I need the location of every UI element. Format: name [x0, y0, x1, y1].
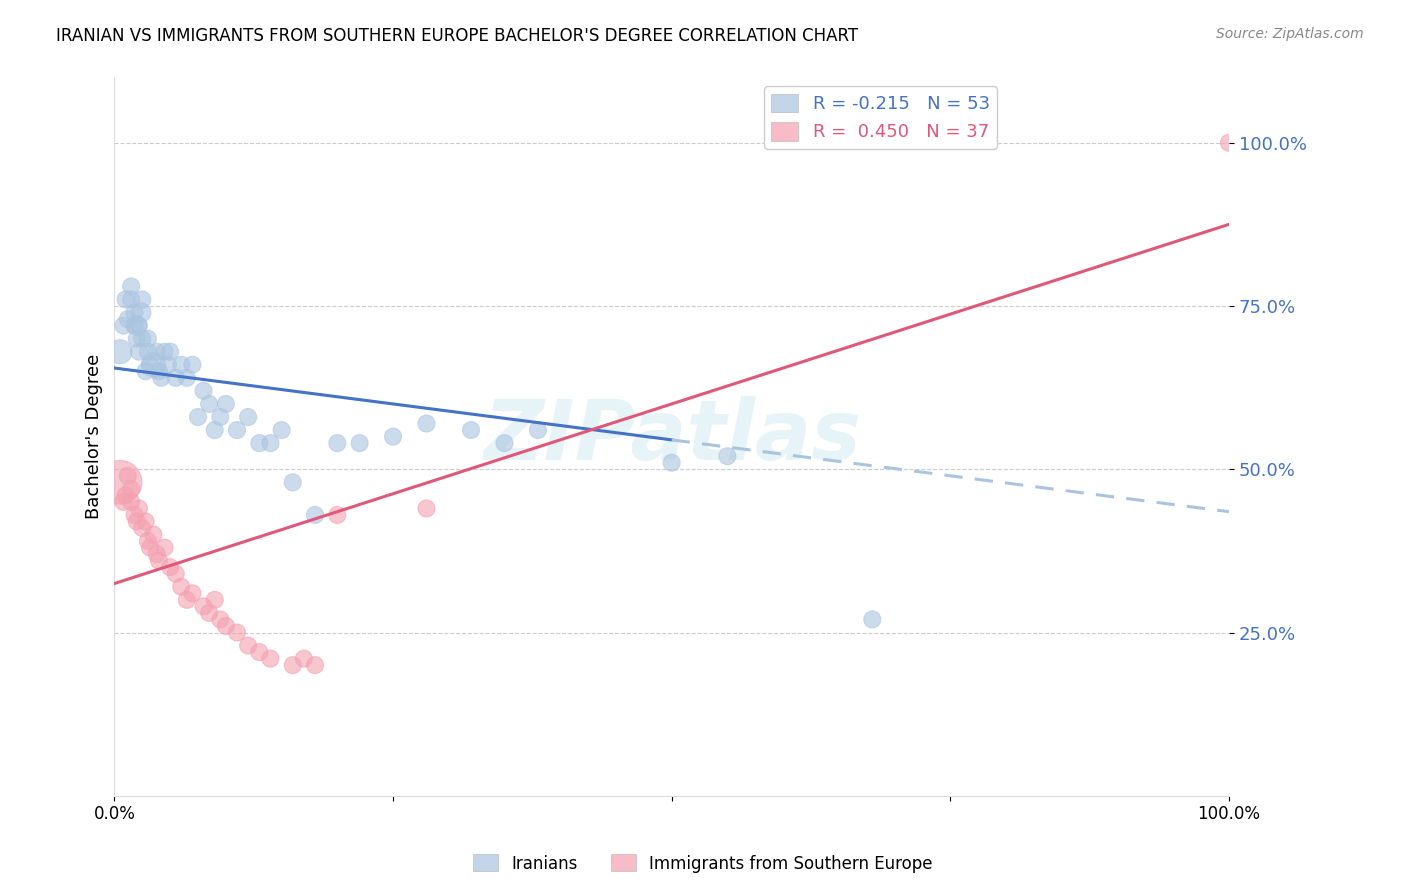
Point [131, 332, 153, 346]
Point [153, 541, 176, 555]
Point [292, 651, 315, 665]
Point [128, 501, 150, 516]
Point [304, 658, 326, 673]
Point [136, 534, 159, 549]
Point [159, 560, 181, 574]
Point [209, 612, 232, 626]
Point [136, 332, 159, 346]
Point [153, 344, 176, 359]
Point [142, 358, 165, 372]
Point [128, 344, 150, 359]
Point [494, 436, 516, 450]
Point [415, 417, 437, 431]
Point [114, 488, 136, 502]
Text: ZIPatlas: ZIPatlas [482, 396, 860, 477]
Point [716, 449, 738, 463]
Point [259, 651, 281, 665]
Point [142, 527, 165, 541]
Point [148, 364, 170, 378]
Point [181, 586, 204, 600]
Point [117, 468, 139, 483]
Point [193, 384, 215, 398]
Point [860, 612, 883, 626]
Point [145, 547, 167, 561]
Point [215, 619, 238, 633]
Point [176, 371, 198, 385]
Text: Source: ZipAtlas.com: Source: ZipAtlas.com [1216, 27, 1364, 41]
Point [159, 344, 181, 359]
Point [247, 645, 270, 659]
Point [270, 423, 292, 437]
Point [209, 409, 232, 424]
Point [236, 409, 259, 424]
Point [415, 501, 437, 516]
Legend: Iranians, Immigrants from Southern Europe: Iranians, Immigrants from Southern Europ… [467, 847, 939, 880]
Point [170, 358, 193, 372]
Point [125, 515, 148, 529]
Point [120, 482, 142, 496]
Point [165, 566, 187, 581]
Point [124, 318, 146, 333]
Point [661, 456, 683, 470]
Point [139, 358, 162, 372]
Point [108, 475, 131, 490]
Point [204, 423, 226, 437]
Point [187, 409, 209, 424]
Point [124, 305, 146, 319]
Point [304, 508, 326, 522]
Point [125, 318, 148, 333]
Point [247, 436, 270, 450]
Point [193, 599, 215, 614]
Point [131, 293, 153, 307]
Point [120, 279, 142, 293]
Y-axis label: Bachelor's Degree: Bachelor's Degree [86, 354, 103, 519]
Point [129, 305, 152, 319]
Point [112, 318, 135, 333]
Point [120, 495, 142, 509]
Point [215, 397, 238, 411]
Point [145, 344, 167, 359]
Point [170, 580, 193, 594]
Point [114, 293, 136, 307]
Point [281, 475, 304, 490]
Text: IRANIAN VS IMMIGRANTS FROM SOUTHERN EUROPE BACHELOR'S DEGREE CORRELATION CHART: IRANIAN VS IMMIGRANTS FROM SOUTHERN EURO… [56, 27, 859, 45]
Point [527, 423, 550, 437]
Point [460, 423, 482, 437]
Point [181, 358, 204, 372]
Point [136, 344, 159, 359]
Point [382, 429, 405, 443]
Point [125, 332, 148, 346]
Point [198, 397, 221, 411]
Point [139, 541, 162, 555]
Point [165, 371, 187, 385]
Point [226, 423, 249, 437]
Point [326, 436, 349, 450]
Point [281, 658, 304, 673]
Point [236, 639, 259, 653]
Point [176, 592, 198, 607]
Point [131, 521, 153, 535]
Point [326, 508, 349, 522]
Point [128, 318, 150, 333]
Point [198, 606, 221, 620]
Point [135, 364, 157, 378]
Point [1218, 136, 1240, 150]
Point [120, 293, 142, 307]
Point [259, 436, 281, 450]
Point [150, 371, 173, 385]
Point [148, 554, 170, 568]
Point [135, 515, 157, 529]
Point [117, 312, 139, 326]
Point [226, 625, 249, 640]
Legend: R = -0.215   N = 53, R =  0.450   N = 37: R = -0.215 N = 53, R = 0.450 N = 37 [763, 87, 997, 149]
Point [112, 495, 135, 509]
Point [349, 436, 371, 450]
Point [156, 358, 179, 372]
Point [108, 344, 131, 359]
Point [204, 592, 226, 607]
Point [124, 508, 146, 522]
